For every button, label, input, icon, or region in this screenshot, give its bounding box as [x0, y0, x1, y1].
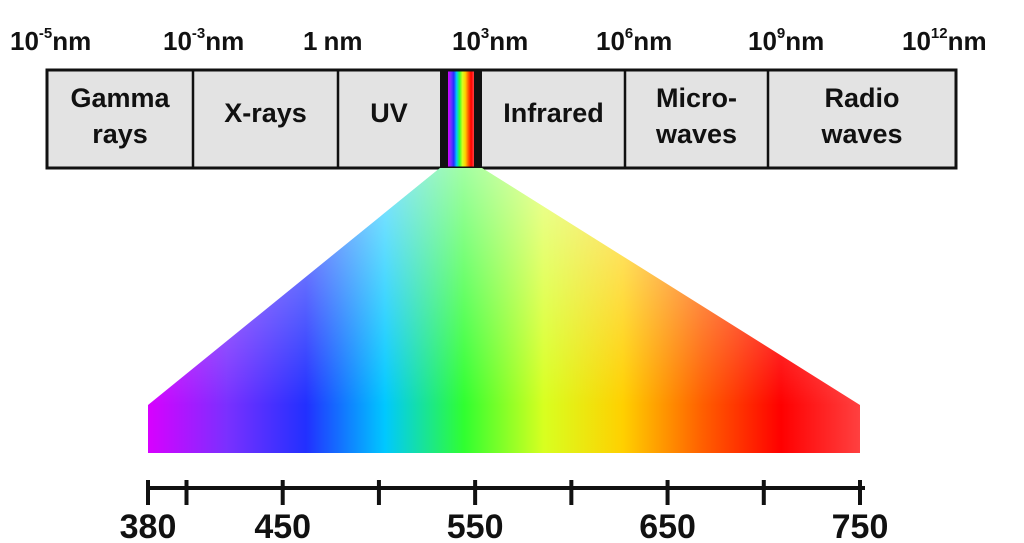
band-1: X-rays — [193, 70, 338, 168]
scale-label-6: 1012nm — [902, 25, 987, 56]
axis-tick-label: 550 — [447, 508, 504, 543]
scale-label-0: 10-5nm — [10, 25, 91, 56]
svg-text:106nm: 106nm — [596, 25, 672, 56]
svg-text:1nm: 1 nm — [303, 26, 362, 56]
scale-label-3: 103nm — [452, 25, 528, 56]
svg-text:10-3nm: 10-3nm — [163, 25, 244, 56]
band-label: waves — [820, 119, 902, 149]
visible-spectrum-bar — [148, 405, 860, 453]
svg-text:10-5nm: 10-5nm — [10, 25, 91, 56]
scale-label-1: 10-3nm — [163, 25, 244, 56]
band-6: Radio waves — [768, 70, 956, 168]
band-3 — [440, 70, 482, 168]
scale-label-5: 109nm — [748, 25, 824, 56]
svg-text:103nm: 103nm — [452, 25, 528, 56]
band-label: Gamma — [70, 83, 170, 113]
wavelength-axis: 380 450 550 650 750 — [120, 480, 889, 543]
band-2: UV — [338, 70, 440, 168]
band-label: Radio — [824, 83, 899, 113]
scale-label-4: 106nm — [596, 25, 672, 56]
scale-label-2: 1 nm — [303, 26, 362, 56]
band-label: Micro- — [656, 83, 737, 113]
wavelength-scale-labels: 10-5nm 10-3nm 1 nm 103nm 106nm 109nm 1012nm — [10, 25, 987, 56]
visible-projection — [148, 168, 860, 405]
svg-text:1012nm: 1012nm — [902, 25, 987, 56]
axis-tick-label: 450 — [254, 508, 311, 543]
svg-text:109nm: 109nm — [748, 25, 824, 56]
band-label: rays — [92, 119, 148, 149]
band-4: Infrared — [482, 70, 625, 168]
band-0: Gamma rays — [47, 70, 193, 168]
axis-tick-label: 650 — [639, 508, 696, 543]
axis-tick-label: 750 — [832, 508, 889, 543]
band-5: Micro-waves — [625, 70, 768, 168]
band-label: UV — [370, 98, 408, 128]
axis-tick-label: 380 — [120, 508, 177, 543]
band-label: X-rays — [224, 98, 307, 128]
band-label: waves — [655, 119, 737, 149]
band-label: Infrared — [503, 98, 604, 128]
